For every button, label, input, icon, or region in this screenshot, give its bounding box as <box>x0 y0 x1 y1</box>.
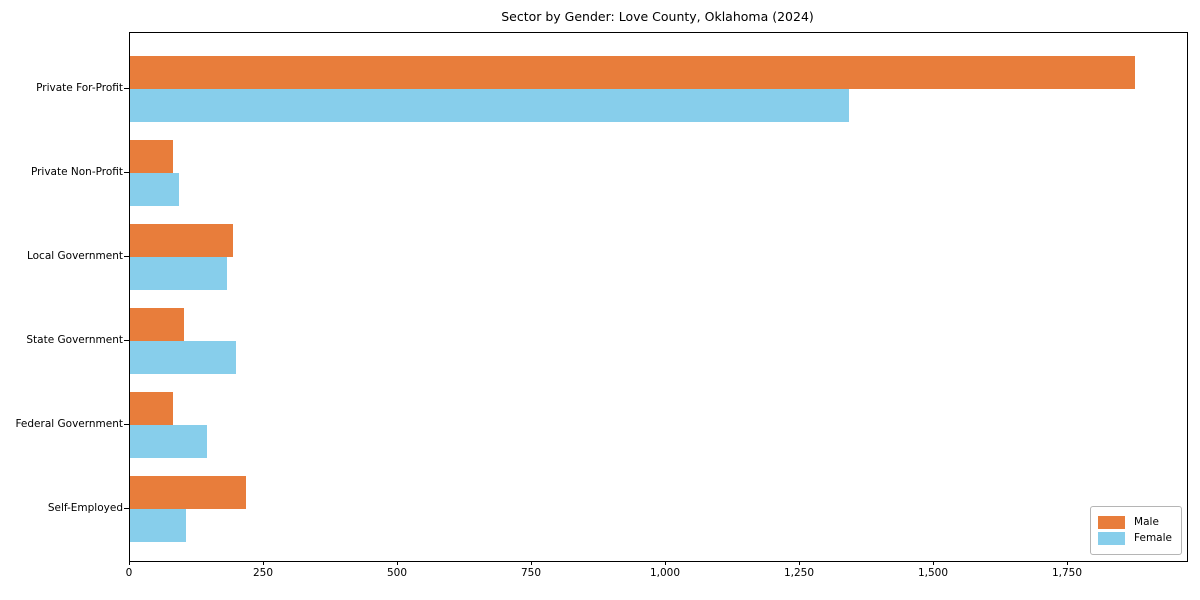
bar-female-federal-government <box>130 425 208 458</box>
bar-female-private-for-profit <box>130 89 849 122</box>
bar-female-local-government <box>130 257 227 290</box>
legend-label-male: Male <box>1134 516 1159 528</box>
legend-label-female: Female <box>1134 532 1172 544</box>
chart-title: Sector by Gender: Love County, Oklahoma … <box>501 9 814 24</box>
plot-area: Male Female <box>129 32 1188 562</box>
bar-female-state-government <box>130 341 237 374</box>
x-tick-mark <box>129 561 130 565</box>
bar-male-private-non-profit <box>130 140 173 173</box>
x-tick-label-500: 500 <box>386 567 408 579</box>
legend-entry-male: Male <box>1098 516 1172 529</box>
y-tick-mark <box>124 340 129 341</box>
x-tick-label-0: 0 <box>125 567 133 579</box>
y-tick-label-local-government: Local Government <box>26 250 123 262</box>
y-tick-mark <box>124 424 129 425</box>
y-tick-mark <box>124 172 129 173</box>
x-tick-label-750: 750 <box>520 567 542 579</box>
x-tick-mark <box>799 561 800 565</box>
x-tick-label-1750: 1,750 <box>1051 567 1083 579</box>
x-tick-label-1000: 1,000 <box>649 567 681 579</box>
bar-male-federal-government <box>130 392 173 425</box>
bar-male-private-for-profit <box>130 56 1135 89</box>
y-tick-mark <box>124 256 129 257</box>
y-tick-label-state-government: State Government <box>26 334 123 346</box>
legend-swatch-male <box>1098 516 1126 529</box>
bar-male-state-government <box>130 308 184 341</box>
x-tick-label-1250: 1,250 <box>783 567 815 579</box>
bar-male-local-government <box>130 224 233 257</box>
legend-entry-female: Female <box>1098 532 1172 545</box>
y-tick-label-private-for-profit: Private For-Profit <box>36 82 123 94</box>
x-tick-mark <box>397 561 398 565</box>
y-tick-mark <box>124 88 129 89</box>
x-tick-label-250: 250 <box>252 567 274 579</box>
y-tick-label-self-employed: Self-Employed <box>47 502 123 514</box>
y-tick-label-private-non-profit: Private Non-Profit <box>30 166 123 178</box>
y-tick-mark <box>124 508 129 509</box>
x-tick-mark <box>263 561 264 565</box>
legend: Male Female <box>1090 506 1182 555</box>
bar-female-self-employed <box>130 509 186 542</box>
legend-swatch-female <box>1098 532 1126 545</box>
x-tick-mark <box>531 561 532 565</box>
x-tick-label-1500: 1,500 <box>917 567 949 579</box>
x-tick-mark <box>933 561 934 565</box>
x-tick-mark <box>1067 561 1068 565</box>
bar-male-self-employed <box>130 476 246 509</box>
x-tick-mark <box>665 561 666 565</box>
y-tick-label-federal-government: Federal Government <box>15 418 123 430</box>
bar-female-private-non-profit <box>130 173 180 206</box>
